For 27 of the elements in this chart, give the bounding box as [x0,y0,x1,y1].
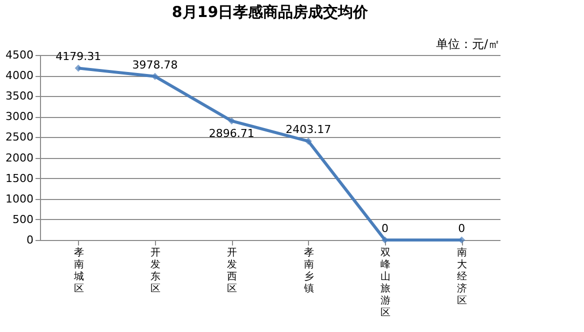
y-tick-label: 3500 [6,90,34,103]
x-tick-label: 南大经济区 [457,246,468,306]
x-tick-label: 孝南城区 [72,246,84,294]
data-label: 3978.78 [132,58,178,72]
chart-title: 8月19日孝感商品房成交均价 [172,3,370,21]
y-tick-label: 0 [26,234,34,246]
y-tick-label: 2500 [6,130,34,144]
x-tick-label: 开发东区 [150,248,160,294]
y-tick-label: 2000 [6,151,34,164]
point [228,117,236,124]
x-tick-label: 开发西区 [227,248,238,294]
data-label: 0 [458,222,466,235]
y-tick-label: 4000 [6,69,34,82]
y-tick-label: 500 [12,212,34,226]
x-tick-label: 孝南乡镇 [302,246,314,294]
data-label: 4179.31 [56,50,102,64]
y-tick-label: 1000 [6,192,34,206]
text: 单位：元/㎡ [436,37,500,51]
y-tick-label: 3000 [6,110,34,124]
data-label: 0 [382,222,388,235]
point [74,64,82,72]
x-tick-label: 双峰山旅游区 [380,248,390,318]
point [304,138,312,145]
y-tick-label: 4500 [6,48,34,62]
data-label: 2403.17 [286,123,332,136]
y-tick-label: 1500 [6,172,34,185]
data-label: 2896.71 [208,126,254,140]
